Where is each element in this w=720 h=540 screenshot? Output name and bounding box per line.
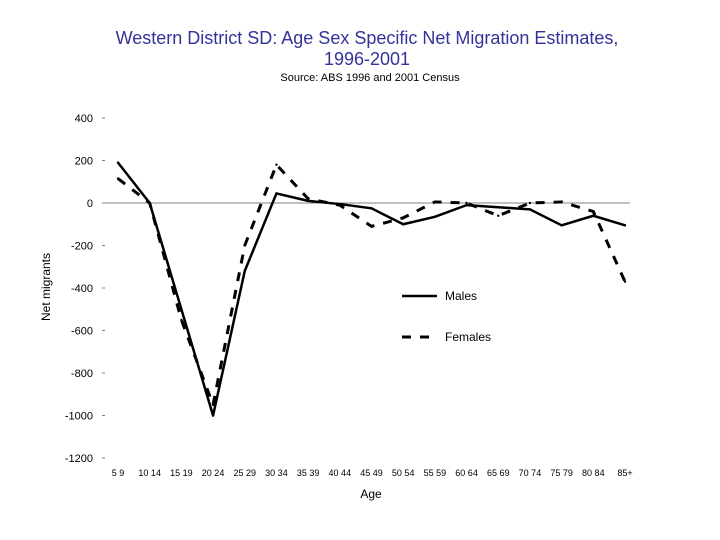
- series-males-point: [401, 223, 405, 226]
- x-tick-label: 75 79: [550, 468, 573, 478]
- series-males-point: [623, 224, 627, 227]
- series-females-point: [211, 403, 215, 407]
- series-females-point: [401, 216, 405, 220]
- series-males-point: [433, 215, 437, 219]
- x-tick-label: 30 34: [265, 468, 288, 478]
- series-layer: [116, 161, 627, 417]
- y-tick-label: -1200: [65, 453, 93, 465]
- series-females-point: [275, 163, 278, 166]
- x-tick-label: 40 44: [329, 468, 352, 478]
- chart-title: Western District SD: Age Sex Specific Ne…: [0, 28, 720, 70]
- x-tick-label: 65 69: [487, 468, 510, 478]
- series-females-point: [465, 201, 468, 205]
- series-females-point: [243, 244, 246, 247]
- series-males-point: [275, 192, 278, 195]
- series-males-point: [370, 207, 373, 210]
- x-tick-label: 60 64: [455, 468, 478, 478]
- x-tick-label: 35 39: [297, 468, 320, 478]
- y-axis: 400 200 0 -200 -400 -600 -800 -1000 -1200: [65, 113, 105, 465]
- x-tick-label: 45 49: [360, 468, 383, 478]
- series-females-point: [338, 203, 342, 207]
- y-tick-label: -200: [71, 241, 93, 253]
- series-males-point: [560, 224, 563, 227]
- series-males-point: [528, 208, 532, 211]
- series-females-point: [180, 318, 183, 322]
- series-females-point: [370, 225, 373, 228]
- chart-subtitle: Source: ABS 1996 and 2001 Census: [280, 72, 460, 84]
- x-tick-label: 20 24: [202, 468, 225, 478]
- x-axis: 5 9 10 14 15 19 20 24 25 29 30 34 35 39 40 44 45…: [112, 468, 633, 478]
- series-males-line: [117, 161, 626, 417]
- x-tick-label: 15 19: [170, 468, 193, 478]
- series-males-point: [211, 414, 215, 417]
- series-females-point: [592, 210, 595, 213]
- series-males-point: [180, 308, 183, 311]
- x-tick-label: 85+: [617, 468, 632, 478]
- series-females-point: [560, 200, 563, 204]
- series-females-point: [497, 214, 500, 217]
- series-females-point: [623, 280, 627, 283]
- series-males-point: [116, 161, 120, 164]
- series-females-point: [116, 177, 120, 180]
- series-females-point: [306, 197, 310, 200]
- series-males-point: [497, 206, 500, 209]
- x-tick-label: 55 59: [424, 468, 447, 478]
- y-tick-label: 0: [87, 198, 93, 210]
- x-tick-label: 10 14: [138, 468, 161, 478]
- chart-title-line-1: Western District SD: Age Sex Specific Ne…: [115, 28, 619, 48]
- y-tick-label: -400: [71, 283, 93, 295]
- y-tick-label: -800: [71, 368, 93, 380]
- series-females-point: [433, 200, 437, 204]
- series-males-point: [243, 269, 246, 273]
- legend-females-label: Females: [445, 330, 491, 344]
- y-tick-label: -1000: [65, 411, 93, 423]
- x-tick-label: 50 54: [392, 468, 415, 478]
- legend: Males Females: [402, 289, 491, 344]
- x-tick-label: 5 9: [112, 468, 125, 478]
- x-tick-label: 70 74: [519, 468, 542, 478]
- y-tick-label: 400: [75, 113, 93, 125]
- y-tick-label: 200: [75, 156, 93, 168]
- x-tick-label: 80 84: [582, 468, 605, 478]
- x-axis-title: Age: [360, 487, 382, 501]
- series-females-point: [528, 201, 532, 205]
- series-males-point: [465, 203, 468, 207]
- series-females-line: [117, 163, 627, 407]
- x-tick-label: 25 29: [233, 468, 256, 478]
- series-females-point: [148, 201, 151, 205]
- legend-males-label: Males: [445, 289, 477, 303]
- chart-title-line-2: 1996-2001: [323, 49, 411, 69]
- y-tick-label: -600: [71, 326, 93, 338]
- y-axis-title: Net migrants: [39, 253, 53, 321]
